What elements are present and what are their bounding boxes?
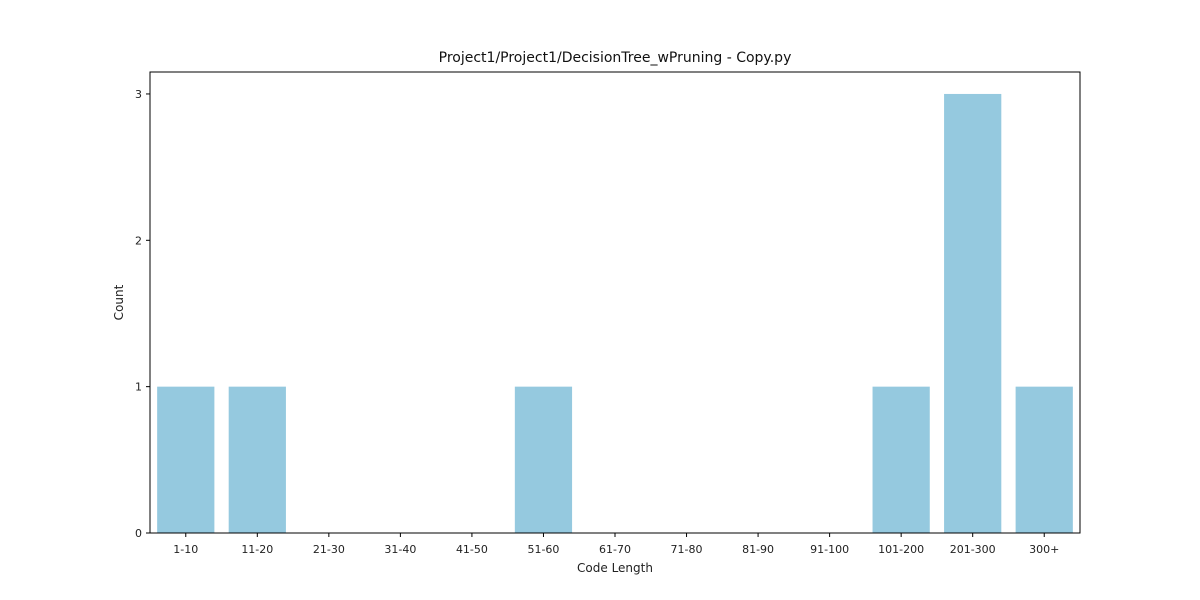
x-tick-label: 41-50	[456, 543, 488, 556]
y-tick-label: 3	[135, 88, 142, 101]
bar-1-10	[157, 386, 215, 533]
y-tick-label: 1	[135, 381, 142, 394]
x-tick-label: 61-70	[599, 543, 631, 556]
y-ticks-group: 0 1 2 3	[135, 88, 150, 540]
x-tick-label: 201-300	[950, 543, 996, 556]
x-axis-label: Code Length	[577, 561, 653, 575]
x-tick-label: 71-80	[671, 543, 703, 556]
y-axis-label: Count	[112, 284, 126, 320]
x-tick-label: 21-30	[313, 543, 345, 556]
x-tick-label: 81-90	[742, 543, 774, 556]
plot-frame	[149, 71, 1081, 534]
x-tick-label: 31-40	[384, 543, 416, 556]
bars-group	[157, 93, 1073, 533]
x-tick-label: 1-10	[173, 543, 198, 556]
bar-51-60	[514, 386, 573, 533]
bar-101-200	[872, 386, 930, 533]
bar-11-20	[228, 386, 286, 533]
x-tick-label: 11-20	[241, 543, 273, 556]
x-tick-label: 300+	[1029, 543, 1059, 556]
y-tick-label: 2	[135, 234, 142, 247]
x-ticks-group: 1-10 11-20 21-30 31-40 41-50 51-60 61-70 71-80 8…	[173, 533, 1059, 556]
y-tick-label: 0	[135, 527, 142, 540]
bar-201-300	[944, 93, 1002, 533]
bar-300+	[1015, 386, 1073, 533]
x-tick-label: 51-60	[527, 543, 559, 556]
x-tick-label: 91-100	[810, 543, 849, 556]
chart-title: Project1/Project1/DecisionTree_wPruning …	[439, 50, 792, 66]
x-tick-label: 101-200	[878, 543, 924, 556]
